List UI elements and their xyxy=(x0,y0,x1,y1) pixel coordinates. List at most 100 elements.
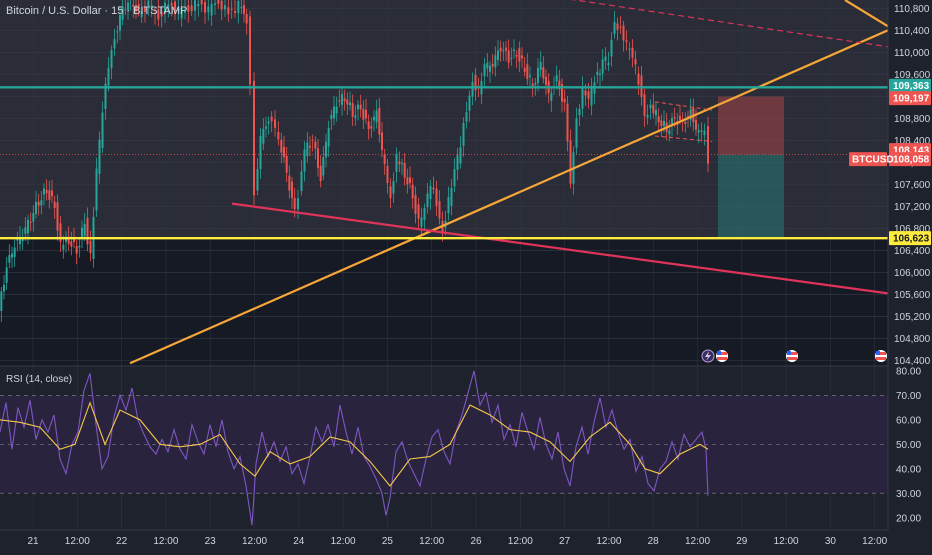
us-flag-event-icon-stripe xyxy=(787,357,797,360)
price-candle-body xyxy=(591,86,593,106)
time-tick-label: 12:00 xyxy=(65,536,90,547)
time-tick-label: 12:00 xyxy=(862,536,887,547)
price-candle-body xyxy=(582,86,584,109)
price-candle-body xyxy=(227,7,229,14)
price-candle-body xyxy=(6,267,8,282)
price-candle-body xyxy=(277,132,279,139)
price-candle-body xyxy=(246,14,248,24)
price-tick-label: 107,600 xyxy=(894,180,931,191)
time-tick-label: 12:00 xyxy=(596,536,621,547)
price-candle-body xyxy=(524,68,526,72)
time-tick-label: 12:00 xyxy=(153,536,178,547)
price-candle-body xyxy=(390,186,392,198)
price-candle-body xyxy=(40,200,42,205)
price-candle-body xyxy=(253,81,255,195)
price-candle-body xyxy=(494,55,496,67)
price-candle-body xyxy=(271,117,273,122)
price-candle-body xyxy=(304,149,306,171)
support-price-badge: 106,623 xyxy=(893,234,930,245)
price-candle-body xyxy=(436,189,438,206)
price-candle-body xyxy=(516,55,518,57)
price-candle-body xyxy=(336,107,338,114)
price-candle-body xyxy=(265,126,267,128)
time-tick-label: 21 xyxy=(27,536,39,547)
price-candle-body xyxy=(396,154,398,172)
price-candle-body xyxy=(529,76,531,77)
price-candle-body xyxy=(537,68,539,83)
price-candle-body xyxy=(116,31,118,32)
price-candle-body xyxy=(433,188,435,190)
price-candle-body xyxy=(629,49,631,50)
price-candle-body xyxy=(314,142,316,149)
rsi-tick-label: 80.00 xyxy=(896,366,921,377)
price-candle-body xyxy=(463,123,465,146)
price-candle-body xyxy=(341,94,343,105)
price-candle-body xyxy=(27,220,29,233)
rsi-tick-label: 40.00 xyxy=(896,464,921,475)
last-price-badge: 108,058 xyxy=(893,155,930,166)
price-candle-body xyxy=(360,105,362,110)
price-candle-body xyxy=(237,1,239,13)
price-tick-label: 105,600 xyxy=(894,290,931,301)
entry-price-badge: 109,197 xyxy=(893,94,930,105)
price-candle-body xyxy=(387,166,389,183)
rsi-tick-label: 30.00 xyxy=(896,489,921,500)
price-candle-body xyxy=(81,228,83,238)
price-candle-body xyxy=(221,1,223,10)
price-candle-body xyxy=(605,56,607,60)
price-candle-body xyxy=(448,197,450,213)
price-candle-body xyxy=(234,11,236,13)
price-candle-body xyxy=(570,140,572,183)
price-candle-body xyxy=(76,246,78,253)
price-candle-body xyxy=(439,201,441,218)
price-candle-body xyxy=(8,255,10,263)
price-candle-body xyxy=(655,110,657,116)
price-candle-body xyxy=(0,291,2,311)
price-candle-body xyxy=(466,112,468,121)
price-candle-body xyxy=(187,5,189,12)
lower-zone xyxy=(0,238,888,366)
price-candle-body xyxy=(489,66,491,72)
price-candle-body xyxy=(111,50,113,68)
price-candle-body xyxy=(497,51,499,60)
time-tick-label: 12:00 xyxy=(419,536,444,547)
price-candle-body xyxy=(545,77,547,85)
price-candle-body xyxy=(108,68,110,86)
price-candle-body xyxy=(614,22,616,34)
price-candle-body xyxy=(90,241,92,253)
price-candle-body xyxy=(294,198,296,209)
price-candle-body xyxy=(320,166,322,181)
price-candle-body xyxy=(550,93,552,101)
price-candle-body xyxy=(406,177,408,184)
price-candle-body xyxy=(469,96,471,111)
price-candle-body xyxy=(54,202,56,208)
price-candle-body xyxy=(526,64,528,79)
price-candle-body xyxy=(632,48,634,58)
price-candle-body xyxy=(532,84,534,86)
price-candle-body xyxy=(521,55,523,58)
price-candle-body xyxy=(418,204,420,218)
price-candle-body xyxy=(352,103,354,116)
price-candle-body xyxy=(542,67,544,78)
price-candle-body xyxy=(333,107,335,119)
us-flag-event-icon-stripe xyxy=(876,357,886,360)
price-candle-body xyxy=(207,6,209,12)
price-candle-body xyxy=(43,189,45,195)
price-candle-body xyxy=(30,222,32,223)
price-tick-label: 110,000 xyxy=(894,48,930,59)
price-candle-body xyxy=(46,190,48,194)
time-tick-label: 12:00 xyxy=(508,536,533,547)
rsi-tick-label: 70.00 xyxy=(896,391,921,402)
price-candle-body xyxy=(626,40,628,42)
price-candle-body xyxy=(268,122,270,124)
price-candle-body xyxy=(660,120,662,126)
price-candle-body xyxy=(224,5,226,9)
price-candle-body xyxy=(312,140,314,141)
price-candle-body xyxy=(260,136,262,169)
price-candle-body xyxy=(301,171,303,191)
price-candle-body xyxy=(588,91,590,98)
time-tick-label: 30 xyxy=(825,536,837,547)
price-candle-body xyxy=(243,5,245,13)
price-candle-body xyxy=(376,111,378,123)
